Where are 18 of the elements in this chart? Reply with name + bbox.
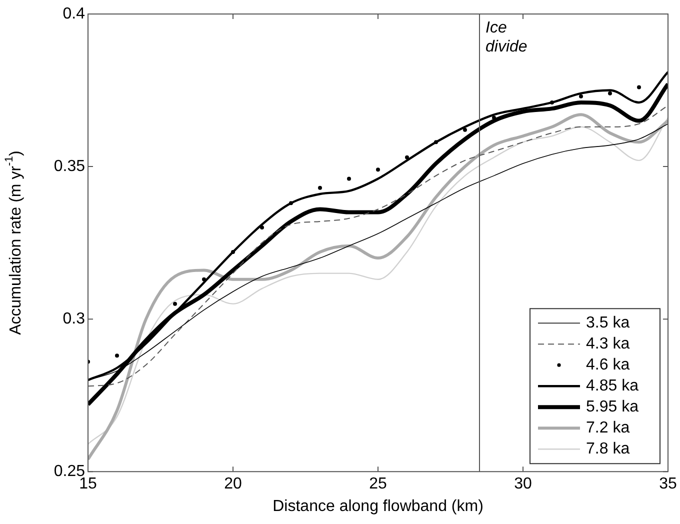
legend-label: 4.6 ka bbox=[586, 356, 630, 374]
legend-label: 4.3 ka bbox=[586, 336, 630, 353]
x-tick-label: 35 bbox=[659, 476, 677, 493]
x-tick-label: 30 bbox=[514, 476, 532, 493]
legend-label: 3.5 ka bbox=[586, 314, 630, 332]
x-tick-label: 15 bbox=[79, 476, 97, 493]
legend-label: 7.2 ka bbox=[586, 420, 630, 437]
y-axis-title: Accumulation rate (m yr-1) bbox=[4, 150, 24, 335]
legend-label: 4.85 ka bbox=[586, 378, 639, 395]
x-tick-label: 25 bbox=[369, 476, 387, 493]
y-tick-label: 0.4 bbox=[62, 5, 86, 22]
y-tick-label: 0.3 bbox=[62, 310, 86, 328]
x-tick-label: 20 bbox=[224, 476, 242, 493]
y-tick-label: 0.35 bbox=[54, 158, 86, 175]
ref-line-label: Ice divide bbox=[486, 19, 528, 56]
x-axis-title: Distance along flowband (km) bbox=[272, 498, 484, 515]
legend-label: 5.95 ka bbox=[586, 398, 639, 416]
legend-label: 7.8 ka bbox=[586, 440, 630, 458]
